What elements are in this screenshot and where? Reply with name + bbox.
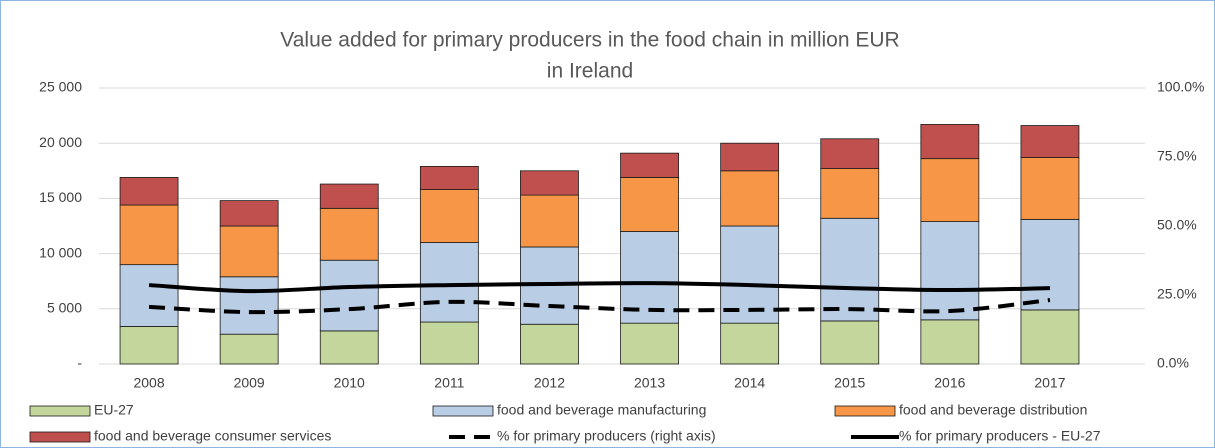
x-tick-label: 2008 <box>133 375 164 391</box>
bar <box>520 194 579 248</box>
x-tick-label: 2010 <box>334 375 365 391</box>
bar <box>119 326 179 365</box>
bar <box>920 319 980 365</box>
legend-label: % for primary producers (right axis) <box>497 428 716 444</box>
legend-swatch <box>432 405 494 417</box>
y-tick-label: 5 000 <box>47 300 82 316</box>
x-tick-label: 2009 <box>234 375 265 391</box>
bar <box>1020 309 1080 365</box>
bar <box>219 200 279 227</box>
y-tick-label: - <box>77 355 82 371</box>
bar <box>219 276 279 335</box>
bar <box>119 177 179 206</box>
bar <box>1020 218 1080 311</box>
bar <box>920 158 980 222</box>
x-tick-label: 2011 <box>434 375 464 391</box>
bar <box>219 333 279 365</box>
bar <box>1020 157 1080 220</box>
bar <box>319 330 379 365</box>
bar <box>620 152 679 178</box>
bar <box>419 189 479 243</box>
bar <box>419 242 479 323</box>
bar <box>419 165 479 190</box>
bar <box>720 170 780 227</box>
chart-title: Value added for primary producers in the… <box>280 29 899 52</box>
y2-tick-label: 100.0% <box>1157 79 1204 95</box>
y2-tick-label: 50.0% <box>1157 217 1197 233</box>
y-tick-label: 10 000 <box>39 244 82 260</box>
bar <box>520 323 579 365</box>
bar <box>920 221 980 321</box>
legend-label: food and beverage distribution <box>899 402 1087 418</box>
x-tick-label: 2017 <box>1034 375 1065 391</box>
x-tick-label: 2013 <box>634 375 665 391</box>
y-tick-label: 20 000 <box>39 134 82 150</box>
bar <box>219 225 279 278</box>
bar <box>319 183 379 209</box>
x-tick-label: 2016 <box>934 375 965 391</box>
y2-tick-label: 75.0% <box>1157 148 1197 164</box>
bar <box>319 259 379 332</box>
legend-swatch <box>29 431 91 443</box>
bar <box>820 320 880 365</box>
bar <box>820 138 880 169</box>
bar <box>1020 125 1080 158</box>
x-tick-label: 2014 <box>734 375 765 391</box>
y2-tick-label: 25.0% <box>1157 286 1197 302</box>
y-tick-label: 15 000 <box>39 189 82 205</box>
bar <box>720 142 780 172</box>
legend-label: food and beverage consumer services <box>94 428 331 444</box>
x-tick-label: 2015 <box>834 375 865 391</box>
bar <box>520 170 579 196</box>
bar <box>620 322 679 365</box>
legend-swatch <box>834 405 896 417</box>
bar <box>119 204 179 266</box>
bar <box>920 124 980 160</box>
x-tick-label: 2012 <box>534 375 565 391</box>
bar <box>820 217 880 322</box>
legend-label: % for primary producers - EU-27 <box>899 428 1101 444</box>
line-series <box>148 281 1050 294</box>
bar <box>820 168 880 219</box>
legend-swatch <box>29 405 91 417</box>
legend-label: EU-27 <box>94 402 134 418</box>
line-series <box>148 297 1051 315</box>
bar <box>620 177 679 232</box>
bar <box>720 322 780 365</box>
legend-label: food and beverage manufacturing <box>497 402 706 418</box>
bar <box>419 321 479 365</box>
y-tick-label: 25 000 <box>39 79 82 95</box>
bar <box>319 207 379 261</box>
bar <box>119 264 179 327</box>
y2-tick-label: 0.0% <box>1157 355 1189 371</box>
chart-title: in Ireland <box>547 60 633 83</box>
